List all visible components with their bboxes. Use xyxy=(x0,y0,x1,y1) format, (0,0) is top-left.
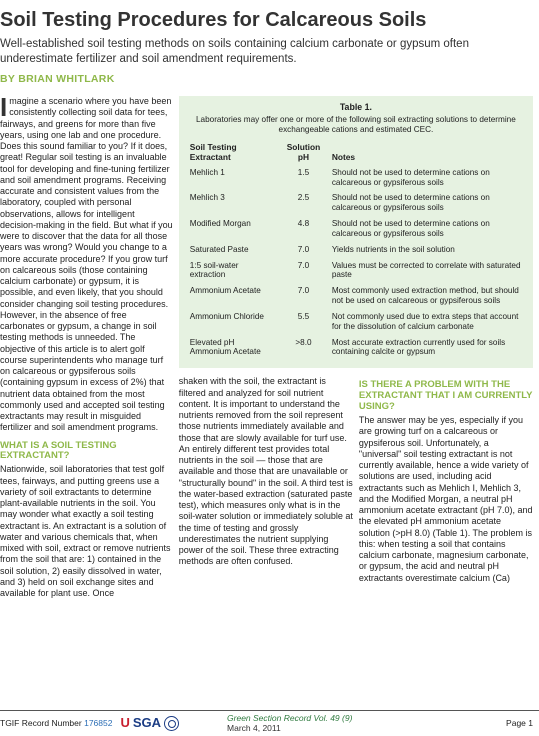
tgif-record: TGIF Record Number 176852 xyxy=(0,718,112,729)
table-row: 1:5 soil-water extraction7.0Values must … xyxy=(187,258,525,284)
table-cell: 7.0 xyxy=(278,242,329,258)
lower-left-paragraph: shaken with the soil, the extractant is … xyxy=(179,376,353,567)
tgif-label: TGIF Record Number xyxy=(0,718,82,728)
table-cell: 2.5 xyxy=(278,190,329,216)
lower-col-left: shaken with the soil, the extractant is … xyxy=(179,376,353,591)
tgif-number[interactable]: 176852 xyxy=(84,718,112,728)
extractant-table: Soil Testing Extractant Solution pH Note… xyxy=(187,140,525,361)
page-title: Soil Testing Procedures for Calcareous S… xyxy=(0,8,533,33)
table-cell: Not commonly used due to extra steps tha… xyxy=(329,309,525,335)
th-ph: Solution pH xyxy=(278,140,329,165)
section-heading-problem: IS THERE A PROBLEM WITH THE EXTRACTANT T… xyxy=(359,380,533,413)
usga-seal-icon xyxy=(164,716,179,731)
usga-u: U xyxy=(120,715,129,731)
lower-col-right: IS THERE A PROBLEM WITH THE EXTRACTANT T… xyxy=(359,376,533,591)
table-cell: Ammonium Acetate xyxy=(187,283,278,309)
table-cell: >8.0 xyxy=(278,335,329,361)
table-row: Elevated pH Ammonium Acetate>8.0Most acc… xyxy=(187,335,525,361)
column-right: Table 1. Laboratories may offer one or m… xyxy=(179,96,533,606)
th-extractant: Soil Testing Extractant xyxy=(187,140,278,165)
table-cell: 7.0 xyxy=(278,283,329,309)
table-cell: Mehlich 1 xyxy=(187,165,278,191)
table-cell: Mehlich 3 xyxy=(187,190,278,216)
publication-date: March 4, 2011 xyxy=(227,724,498,733)
section-heading-extractant: WHAT IS A SOIL TESTING EXTRACTANT? xyxy=(0,441,173,463)
lower-right-paragraph: The answer may be yes, especially if you… xyxy=(359,415,533,584)
table-cell: Values must be corrected to correlate wi… xyxy=(329,258,525,284)
table-cell: Yields nutrients in the soil solution xyxy=(329,242,525,258)
table-row: Saturated Paste7.0Yields nutrients in th… xyxy=(187,242,525,258)
table-1: Table 1. Laboratories may offer one or m… xyxy=(179,96,533,368)
table-cell: 7.0 xyxy=(278,258,329,284)
table-caption: Laboratories may offer one or more of th… xyxy=(187,115,525,135)
usga-sga: SGA xyxy=(133,715,161,731)
table-cell: 4.8 xyxy=(278,216,329,242)
table-title: Table 1. xyxy=(187,102,525,113)
th-notes: Notes xyxy=(329,140,525,165)
page-subtitle: Well-established soil testing methods on… xyxy=(0,37,533,67)
table-cell: Elevated pH Ammonium Acetate xyxy=(187,335,278,361)
table-row: Modified Morgan4.8Should not be used to … xyxy=(187,216,525,242)
publication-meta: Green Section Record Vol. 49 (9) March 4… xyxy=(227,714,498,733)
table-cell: Most accurate extraction currently used … xyxy=(329,335,525,361)
table-cell: Should not be used to determine cations … xyxy=(329,190,525,216)
by-label: BY xyxy=(0,73,15,85)
publication-name: Green Section Record xyxy=(227,713,311,723)
table-row: Mehlich 11.5Should not be used to determ… xyxy=(187,165,525,191)
intro-paragraph: Imagine a scenario where you have been c… xyxy=(0,96,173,434)
byline: BY BRIAN WHITLARK xyxy=(0,73,533,86)
table-cell: Most commonly used extraction method, bu… xyxy=(329,283,525,309)
author-name: BRIAN WHITLARK xyxy=(18,73,114,85)
table-cell: 1.5 xyxy=(278,165,329,191)
table-cell: Modified Morgan xyxy=(187,216,278,242)
table-cell: Should not be used to determine cations … xyxy=(329,216,525,242)
page-footer: TGIF Record Number 176852 USGA Green Sec… xyxy=(0,710,539,736)
table-row: Mehlich 32.5Should not be used to determ… xyxy=(187,190,525,216)
table-cell: Should not be used to determine cations … xyxy=(329,165,525,191)
table-cell: 1:5 soil-water extraction xyxy=(187,258,278,284)
table-cell: Ammonium Chloride xyxy=(187,309,278,335)
table-cell: 5.5 xyxy=(278,309,329,335)
table-row: Ammonium Acetate7.0Most commonly used ex… xyxy=(187,283,525,309)
usga-logo: USGA xyxy=(120,715,179,731)
table-cell: Saturated Paste xyxy=(187,242,278,258)
table-row: Ammonium Chloride5.5Not commonly used du… xyxy=(187,309,525,335)
page-number: Page 1 xyxy=(506,718,533,729)
column-1: Imagine a scenario where you have been c… xyxy=(0,96,173,606)
extractant-paragraph: Nationwide, soil laboratories that test … xyxy=(0,464,173,599)
volume: Vol. 49 (9) xyxy=(314,713,353,723)
